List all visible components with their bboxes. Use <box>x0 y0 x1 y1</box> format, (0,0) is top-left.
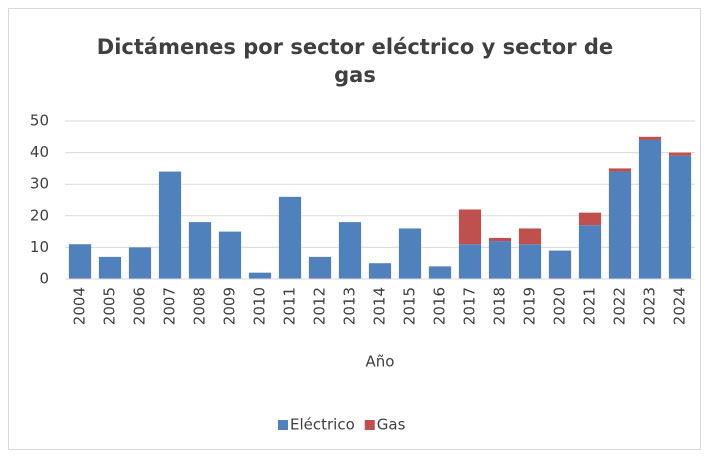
x-tick-label: 2009 <box>221 287 239 325</box>
bar-segment <box>338 222 362 279</box>
y-tick-label: 0 <box>39 270 49 288</box>
x-tick-label: 2020 <box>551 287 569 325</box>
bar-segment <box>578 212 602 226</box>
y-tick-label: 10 <box>30 238 49 256</box>
bar-segment <box>68 244 92 279</box>
x-tick-label: 2010 <box>251 287 269 325</box>
bar-segment <box>638 136 662 140</box>
bar-segment <box>608 171 632 279</box>
x-tick-label: 2024 <box>671 287 689 325</box>
bar-segment <box>638 139 662 279</box>
bar-segment <box>488 237 512 242</box>
x-tick-label: 2018 <box>491 287 509 325</box>
bar-segment <box>368 263 392 279</box>
bar-segment <box>458 209 482 245</box>
y-tick-label: 40 <box>30 143 49 161</box>
bar-segment <box>98 256 122 279</box>
x-tick-label: 2012 <box>311 287 329 325</box>
bar-segment <box>518 228 542 245</box>
x-tick-label: 2013 <box>341 287 359 325</box>
bar-segment <box>548 250 572 279</box>
x-tick-label: 2023 <box>641 287 659 325</box>
bar-segment <box>248 272 272 279</box>
legend-label: Eléctrico <box>290 416 355 434</box>
x-tick-label: 2022 <box>611 287 629 325</box>
y-tick-label: 30 <box>30 175 49 193</box>
x-tick-label: 2017 <box>461 287 479 325</box>
bar-segment <box>308 256 332 279</box>
y-tick-label: 20 <box>30 206 49 224</box>
bar-segment <box>278 196 302 279</box>
x-tick-label: 2004 <box>71 287 89 325</box>
bar-segment <box>128 247 152 279</box>
bar-segment <box>488 241 512 279</box>
x-tick-label: 2008 <box>191 287 209 325</box>
bar-segment <box>398 228 422 279</box>
bar-segment <box>458 244 482 279</box>
bar-segment <box>158 171 182 279</box>
x-tick-label: 2021 <box>581 287 599 325</box>
legend-label: Gas <box>377 416 406 434</box>
legend-swatch <box>364 420 375 430</box>
x-tick-label: 2007 <box>161 287 179 325</box>
legend-swatch <box>278 420 288 430</box>
chart-title: Dictámenes por sector eléctrico y sector… <box>96 35 614 87</box>
x-tick-label: 2019 <box>521 287 539 325</box>
bar-segment <box>518 244 542 279</box>
bar-segment <box>578 225 602 279</box>
x-tick-label: 2005 <box>101 287 119 325</box>
x-tick-label: 2014 <box>371 287 389 325</box>
bar-segment <box>608 168 632 172</box>
x-tick-label: 2016 <box>431 287 449 325</box>
x-axis-label: Año <box>366 353 395 371</box>
x-tick-label: 2015 <box>401 287 419 325</box>
bar-segment <box>188 222 212 279</box>
x-tick-label: 2006 <box>131 287 149 325</box>
bar-segment <box>218 231 242 279</box>
bar-segment <box>668 155 692 279</box>
x-tick-label: 2011 <box>281 287 299 325</box>
bar-segment <box>668 152 692 156</box>
y-tick-label: 50 <box>30 112 49 130</box>
bar-segment <box>428 266 452 279</box>
